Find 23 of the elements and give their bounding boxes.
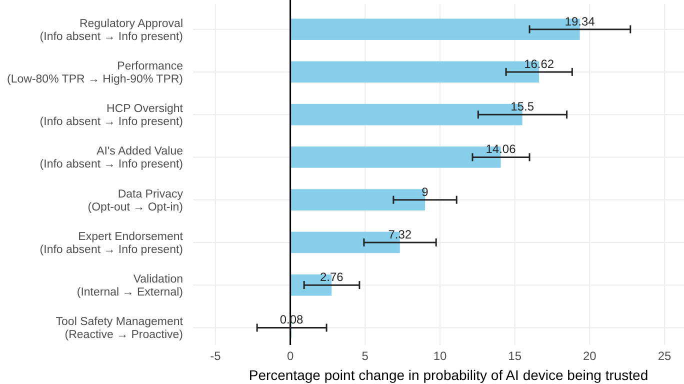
x-tick-label: -5 (210, 349, 222, 363)
y-tick-label: Validation (Internal → External) (76, 274, 184, 299)
data-label: 19.34 (564, 14, 596, 28)
y-tick-label: AI's Added Value (Info absent → Info present) (40, 146, 184, 171)
y-tick-label: Tool Safety Management (Reactive → Proactive) (56, 316, 184, 342)
y-tick-label: Expert Endorsement (Info absent → Info present) (40, 230, 184, 256)
x-axis-title: Percentage point change in probability of AI device being trusted (248, 367, 648, 383)
y-tick-label: Data Privacy (Opt-out → Opt-in) (88, 188, 184, 214)
data-label: 2.76 (320, 270, 344, 284)
y-tick-label: Regulatory Approval (Info absent → Info present) (40, 18, 184, 43)
y-tick-label: Performance (Low-80% TPR → High-90% TPR) (7, 60, 184, 86)
data-label: 15.5 (510, 100, 534, 114)
x-tick-label: 10 (433, 349, 447, 363)
x-tick-label: 25 (658, 349, 672, 363)
data-label: 16.62 (524, 56, 554, 71)
x-tick-label: 5 (362, 349, 369, 363)
data-label: 14.06 (486, 142, 516, 156)
x-tick-label: 20 (583, 349, 597, 363)
y-tick-label: HCP Oversight (Info absent → Info present) (40, 103, 184, 128)
x-tick-label: 0 (286, 349, 294, 363)
data-label: 9 (422, 184, 429, 199)
x-tick-label: 15 (508, 349, 522, 363)
data-label: 7.32 (388, 227, 412, 242)
